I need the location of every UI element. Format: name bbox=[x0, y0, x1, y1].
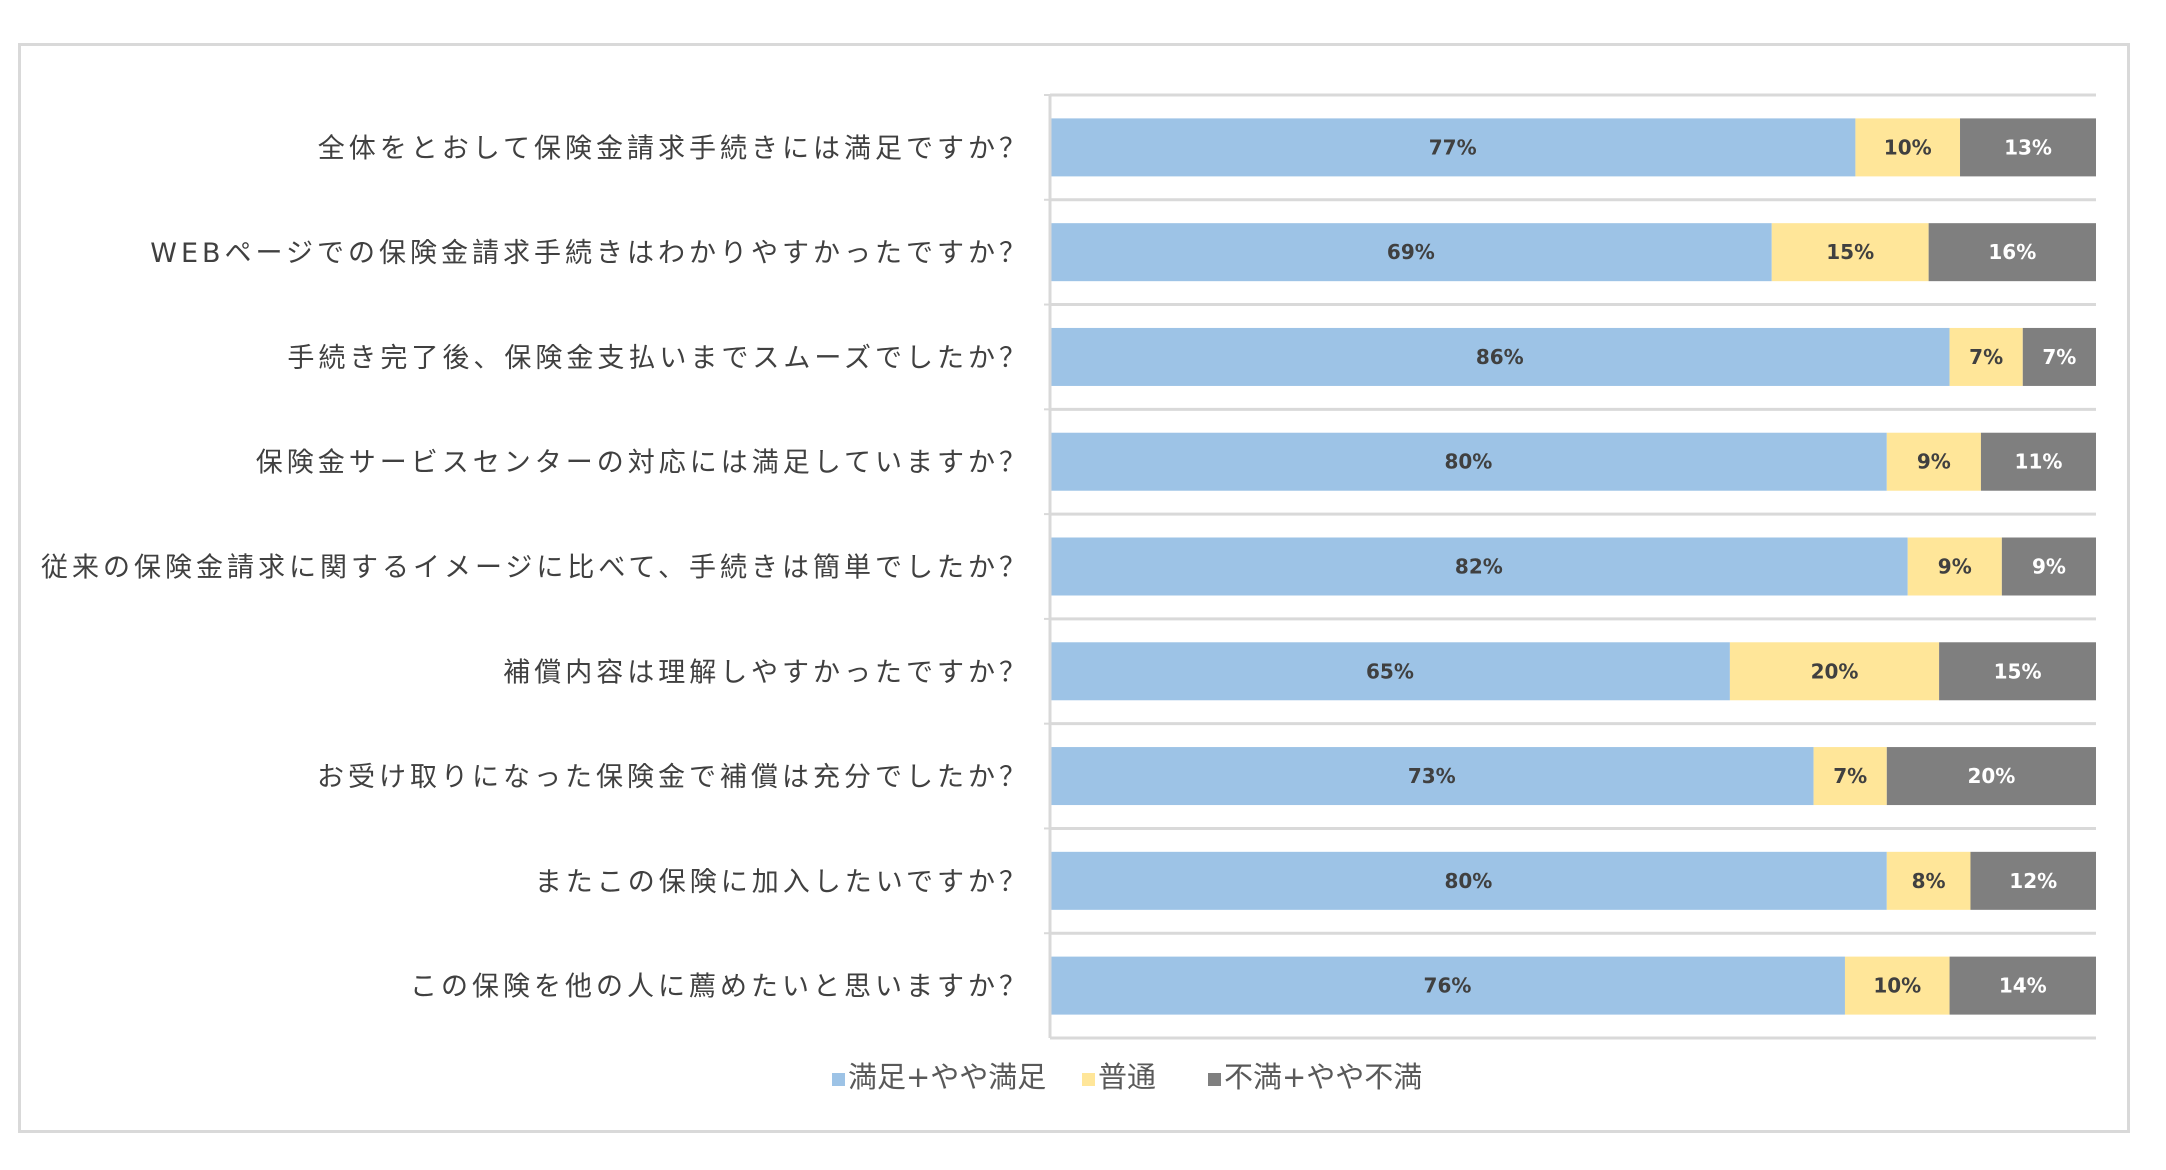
data-label: 8% bbox=[1912, 869, 1946, 893]
bar-segment-neutral bbox=[1886, 432, 1981, 491]
bar-segment-satisfied bbox=[1050, 747, 1814, 806]
data-label: 73% bbox=[1408, 764, 1456, 788]
bar-segment-neutral bbox=[1886, 851, 1971, 910]
legend-swatch-dissatisfied bbox=[1208, 1073, 1221, 1086]
data-label: 69% bbox=[1387, 240, 1435, 264]
legend-label: 不満+やや不満 bbox=[1224, 1060, 1422, 1094]
bar-segment-neutral bbox=[1844, 956, 1950, 1015]
category-label: 補償内容は理解しやすかったですか？ bbox=[503, 657, 1030, 688]
category-label: お受け取りになった保険金で補償は充分でしたか？ bbox=[317, 762, 1030, 793]
bar-segment-satisfied bbox=[1050, 432, 1887, 491]
legend-label: 満足+やや満足 bbox=[848, 1060, 1046, 1094]
bar-segment-dissatisfied bbox=[1970, 851, 2096, 910]
category-labels: 全体をとおして保険金請求手続きには満足ですか？ WEBページでの保険金請求手続きは… bbox=[41, 133, 1030, 1003]
data-label: 86% bbox=[1476, 345, 1524, 369]
data-label: 15% bbox=[1994, 659, 2042, 683]
category-label: 全体をとおして保険金請求手続きには満足ですか？ bbox=[318, 133, 1030, 164]
bar-segment-dissatisfied bbox=[1939, 642, 2096, 701]
data-label: 20% bbox=[1811, 659, 1859, 683]
data-label: 10% bbox=[1873, 974, 1921, 998]
data-label: 82% bbox=[1455, 555, 1503, 579]
data-label: 77% bbox=[1429, 135, 1477, 159]
bar-segment-neutral bbox=[1907, 537, 2002, 596]
axis-layer bbox=[1044, 93, 2096, 1040]
bar-segment-satisfied bbox=[1050, 851, 1887, 910]
data-label: 9% bbox=[1917, 450, 1951, 474]
category-label: 保険金サービスセンターの対応には満足していますか？ bbox=[256, 448, 1030, 479]
bar-segment-dissatisfied bbox=[1886, 747, 2096, 806]
bar-segment-neutral bbox=[1855, 118, 1961, 177]
bar-segment-neutral bbox=[1771, 223, 1929, 282]
legend-swatch-neutral bbox=[1082, 1073, 1095, 1086]
data-label: 10% bbox=[1884, 135, 1932, 159]
data-label: 20% bbox=[1967, 764, 2015, 788]
data-label: 7% bbox=[1969, 345, 2003, 369]
category-label: この保険を他の人に薦めたいと思いますか？ bbox=[410, 972, 1030, 1003]
legend-swatch-satisfied bbox=[832, 1073, 845, 1086]
data-label: 11% bbox=[2015, 450, 2063, 474]
data-label: 7% bbox=[1833, 764, 1867, 788]
bar-segment-satisfied bbox=[1050, 327, 1950, 386]
bar-segment-dissatisfied bbox=[1928, 223, 2096, 282]
bar-segment-satisfied bbox=[1050, 537, 1908, 596]
category-label: 従来の保険金請求に関するイメージに比べて、手続きは簡単でしたか？ bbox=[41, 553, 1030, 584]
data-label: 80% bbox=[1444, 450, 1492, 474]
bar-segment-dissatisfied bbox=[1949, 956, 2096, 1015]
category-label: 手続き完了後、保険金支払いまでスムーズでしたか？ bbox=[287, 343, 1030, 374]
category-label: WEBページでの保険金請求手続きはわかりやすかったですか？ bbox=[150, 238, 1030, 269]
bar-segment-satisfied bbox=[1050, 956, 1845, 1015]
data-label: 14% bbox=[1999, 974, 2047, 998]
data-labels: 77% 10% 13% 69% 15% 16% 86% 7% 7% 80% 9% 11% 82% 9% 9%… bbox=[1366, 135, 2076, 997]
bar-segment-dissatisfied bbox=[2022, 327, 2096, 386]
data-label: 65% bbox=[1366, 659, 1414, 683]
data-label: 9% bbox=[1938, 555, 1972, 579]
bar-segment-dissatisfied bbox=[1960, 118, 2096, 177]
bars-layer bbox=[1050, 118, 2096, 1015]
bar-segment-neutral bbox=[1729, 642, 1940, 701]
data-label: 7% bbox=[2042, 345, 2076, 369]
data-label: 9% bbox=[2032, 555, 2066, 579]
data-label: 12% bbox=[2009, 869, 2057, 893]
legend-label: 普通 bbox=[1098, 1060, 1156, 1094]
data-label: 80% bbox=[1444, 869, 1492, 893]
bar-segment-satisfied bbox=[1050, 642, 1730, 701]
data-label: 76% bbox=[1424, 974, 1472, 998]
bar-segment-satisfied bbox=[1050, 223, 1772, 282]
bar-segment-dissatisfied bbox=[1980, 432, 2096, 491]
bar-segment-satisfied bbox=[1050, 118, 1856, 177]
bar-segment-neutral bbox=[1813, 747, 1887, 806]
data-label: 13% bbox=[2004, 135, 2052, 159]
bar-segment-neutral bbox=[1949, 327, 2023, 386]
data-label: 15% bbox=[1826, 240, 1874, 264]
data-label: 16% bbox=[1988, 240, 2036, 264]
category-label: またこの保険に加入したいですか？ bbox=[535, 867, 1030, 898]
legend: 満足+やや満足 普通 不満+やや不満 bbox=[832, 1060, 1422, 1094]
bar-segment-dissatisfied bbox=[2001, 537, 2096, 596]
